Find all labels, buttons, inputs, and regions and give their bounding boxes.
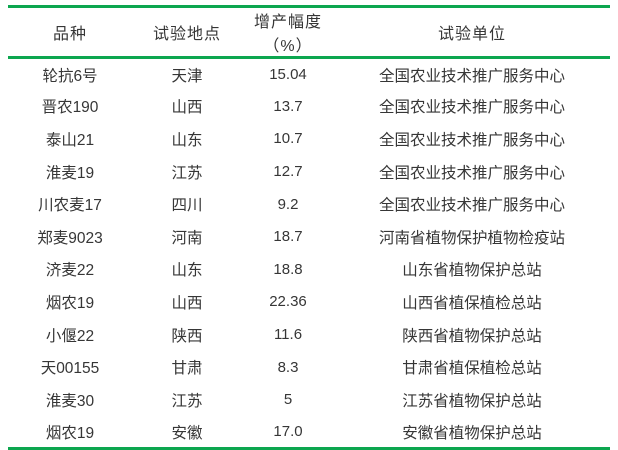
location-cell: 天津 [171,67,203,85]
header-variety: 品种 [8,6,132,59]
table-row: 济麦22 山东 18.8 山东省植物保护总站 [8,253,610,286]
location-cell: 安徽 [171,424,203,442]
increase-cell: 11.6 [273,326,303,344]
increase-cell: 22.36 [269,293,307,311]
location-cell: 甘肃 [171,360,203,378]
header-location: 试验地点 [132,6,242,59]
increase-cell: 17.0 [273,423,303,441]
increase-cell: 10.7 [273,130,303,148]
unit-cell: 全国农业技术推广服务中心 [378,67,565,85]
table-row: 淮麦30 江苏 5 江苏省植物保护总站 [8,383,610,416]
table-row: 川农麦17 四川 9.2 全国农业技术推广服务中心 [8,188,610,221]
location-cell: 陕西 [171,327,203,345]
unit-cell: 安徽省植物保护总站 [402,424,542,442]
header-unit: 试验单位 [334,6,610,59]
location-cell: 山东 [171,262,203,280]
table-row: 泰山21 山东 10.7 全国农业技术推广服务中心 [8,123,610,156]
location-cell: 四川 [171,197,203,215]
unit-cell: 陕西省植物保护总站 [402,327,542,345]
increase-cell: 12.7 [273,163,303,181]
increase-cell: 18.8 [273,260,303,278]
variety-cell: 泰山21 [45,131,95,149]
location-cell: 山西 [171,294,203,312]
variety-cell: 轮抗6号 [42,67,98,85]
unit-cell: 山东省植物保护总站 [402,262,542,280]
variety-cell: 济麦22 [45,262,95,280]
increase-cell: 8.3 [277,358,299,376]
variety-cell: 淮麦19 [45,164,95,182]
unit-cell: 山西省植保植检总站 [402,294,542,312]
trial-results-table: 品种 试验地点 增产幅度（%） 试验单位 轮抗6号 天津 15.04 全国农业技… [8,5,610,450]
variety-cell: 郑麦9023 [37,229,103,247]
table-row: 晋农190 山西 13.7 全国农业技术推广服务中心 [8,90,610,123]
variety-cell: 烟农19 [45,424,95,442]
increase-cell: 9.2 [277,195,299,213]
unit-cell: 河南省植物保护植物检疫站 [378,229,565,247]
location-cell: 山西 [171,99,203,117]
increase-cell: 18.7 [273,228,303,246]
table-row: 天00155 甘肃 8.3 甘肃省植保植检总站 [8,351,610,384]
variety-cell: 小偃22 [45,327,95,345]
location-cell: 江苏 [171,164,203,182]
increase-cell: 13.7 [273,97,303,115]
location-cell: 山东 [171,131,203,149]
unit-cell: 全国农业技术推广服务中心 [378,197,565,215]
table-row: 小偃22 陕西 11.6 陕西省植物保护总站 [8,318,610,351]
table-row: 淮麦19 江苏 12.7 全国农业技术推广服务中心 [8,155,610,188]
location-cell: 河南 [171,229,203,247]
unit-cell: 全国农业技术推广服务中心 [378,131,565,149]
variety-cell: 晋农190 [41,99,99,117]
table-row: 烟农19 安徽 17.0 安徽省植物保护总站 [8,416,610,449]
variety-cell: 淮麦30 [45,392,95,410]
table-row: 烟农19 山西 22.36 山西省植保植检总站 [8,286,610,319]
header-row: 品种 试验地点 增产幅度（%） 试验单位 [8,6,610,59]
header-increase: 增产幅度（%） [242,6,334,59]
variety-cell: 烟农19 [45,294,95,312]
unit-cell: 全国农业技术推广服务中心 [378,99,565,117]
increase-cell: 15.04 [269,66,307,84]
table-row: 轮抗6号 天津 15.04 全国农业技术推广服务中心 [8,58,610,91]
location-cell: 江苏 [171,392,203,410]
unit-cell: 甘肃省植保植检总站 [402,360,542,378]
variety-cell: 川农麦17 [38,197,102,215]
increase-cell: 5 [283,391,293,409]
table-row: 郑麦9023 河南 18.7 河南省植物保护植物检疫站 [8,220,610,253]
variety-cell: 天00155 [40,360,100,378]
unit-cell: 江苏省植物保护总站 [402,392,542,410]
unit-cell: 全国农业技术推广服务中心 [378,164,565,182]
